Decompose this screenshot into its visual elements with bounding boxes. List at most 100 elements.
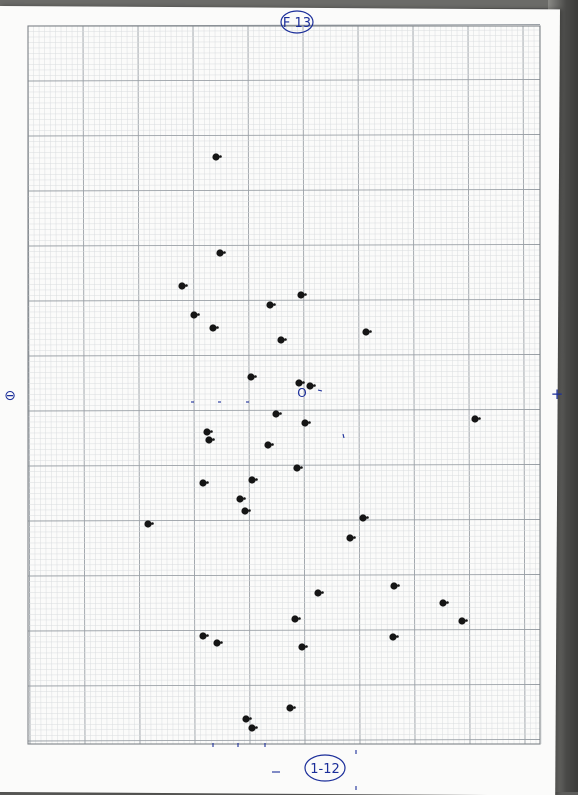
grid-line bbox=[27, 365, 541, 368]
right-sign: + bbox=[551, 385, 564, 403]
grid-line bbox=[27, 442, 541, 445]
grid-line bbox=[27, 541, 541, 544]
grid-line bbox=[445, 25, 449, 745]
grid-line bbox=[27, 343, 541, 346]
ink-dot bbox=[199, 479, 207, 487]
ink-dot bbox=[295, 379, 303, 387]
grid-line bbox=[374, 25, 377, 745]
grid-line bbox=[27, 392, 541, 395]
grid-line bbox=[500, 25, 504, 745]
grid-line bbox=[27, 29, 541, 32]
grid-line bbox=[335, 25, 339, 745]
grid-line bbox=[27, 508, 541, 511]
ink-dot bbox=[306, 382, 314, 390]
grid-line bbox=[137, 25, 141, 745]
grid-line bbox=[456, 25, 460, 745]
ink-dot bbox=[242, 715, 250, 723]
ink-dot-trace bbox=[219, 155, 222, 158]
ink-dot-trace bbox=[254, 375, 257, 378]
grid-line bbox=[27, 519, 541, 522]
grid-line bbox=[115, 25, 119, 745]
grid-line bbox=[27, 51, 541, 54]
grid-line bbox=[27, 84, 541, 87]
grid-line bbox=[27, 238, 541, 241]
grid-line bbox=[225, 25, 229, 745]
grid-line bbox=[27, 288, 541, 291]
grid-line bbox=[143, 25, 146, 745]
grid-line bbox=[412, 25, 416, 745]
ink-dot-trace bbox=[197, 313, 200, 316]
grid-line bbox=[27, 79, 541, 82]
ink-dot-trace bbox=[397, 584, 400, 587]
grid-line bbox=[27, 530, 541, 533]
ink-dot bbox=[212, 153, 220, 161]
grid-line bbox=[27, 205, 541, 208]
grid-line bbox=[27, 700, 541, 703]
grid-line bbox=[27, 233, 541, 236]
grid-line bbox=[27, 475, 541, 478]
grid-line bbox=[214, 25, 218, 745]
ink-dot bbox=[144, 520, 152, 528]
grid-line bbox=[27, 326, 541, 329]
grid-line bbox=[60, 25, 64, 745]
grid-line bbox=[27, 634, 541, 637]
grid-line bbox=[27, 420, 541, 423]
ink-dot-trace bbox=[396, 635, 399, 638]
ink-dot bbox=[297, 291, 305, 299]
grid-line bbox=[280, 25, 284, 745]
grid-line bbox=[27, 381, 541, 384]
grid-line bbox=[27, 645, 541, 648]
ink-dot-trace bbox=[353, 536, 356, 539]
grid-line bbox=[27, 304, 541, 307]
grid-line bbox=[27, 145, 541, 148]
ink-dot-trace bbox=[216, 326, 219, 329]
grid-line bbox=[27, 431, 541, 434]
grid-line bbox=[401, 25, 405, 745]
ink-dot bbox=[389, 633, 397, 641]
grid-line bbox=[27, 601, 541, 604]
ink-dot-trace bbox=[249, 717, 252, 720]
ink-dot-trace bbox=[300, 466, 303, 469]
grid-line bbox=[27, 183, 541, 186]
grid-line bbox=[434, 25, 438, 745]
grid-line bbox=[27, 458, 541, 461]
left-sign: ⊖ bbox=[4, 388, 16, 404]
grid-line bbox=[27, 612, 541, 615]
ink-dot-trace bbox=[212, 438, 215, 441]
grid-line bbox=[368, 25, 372, 745]
ink-dot bbox=[346, 534, 354, 542]
grid-line bbox=[533, 25, 537, 745]
grid-line bbox=[27, 282, 541, 285]
grid-line bbox=[27, 249, 541, 252]
grid-line bbox=[495, 25, 498, 745]
grid-line bbox=[27, 453, 541, 456]
top-label-text: F 13 bbox=[283, 16, 311, 31]
grid-line bbox=[27, 128, 541, 131]
grid-line bbox=[27, 123, 541, 126]
ink-dot-trace bbox=[293, 706, 296, 709]
grid-line bbox=[27, 733, 541, 736]
grid-line bbox=[27, 35, 541, 38]
grid-line bbox=[176, 25, 179, 745]
ink-dot bbox=[314, 589, 322, 597]
ink-dot-trace bbox=[313, 384, 316, 387]
ink-dot-trace bbox=[206, 481, 209, 484]
grid-line bbox=[27, 112, 541, 115]
origin-label: O bbox=[297, 386, 306, 400]
grid-line bbox=[517, 25, 520, 745]
ink-dot bbox=[301, 419, 309, 427]
ink-dot-trace bbox=[248, 509, 251, 512]
grid-line bbox=[44, 25, 47, 745]
ink-dot bbox=[178, 282, 186, 290]
grid-line bbox=[478, 25, 482, 745]
grid-line bbox=[27, 161, 541, 164]
grid-line bbox=[363, 25, 366, 745]
ink-dot-trace bbox=[255, 726, 258, 729]
grid-line bbox=[506, 25, 509, 745]
grid-line bbox=[27, 425, 541, 428]
grid-line bbox=[27, 678, 541, 681]
grid-line bbox=[27, 590, 541, 593]
grid-line bbox=[77, 25, 80, 745]
ink-dot-trace bbox=[255, 478, 258, 481]
ink-dot bbox=[241, 507, 249, 515]
